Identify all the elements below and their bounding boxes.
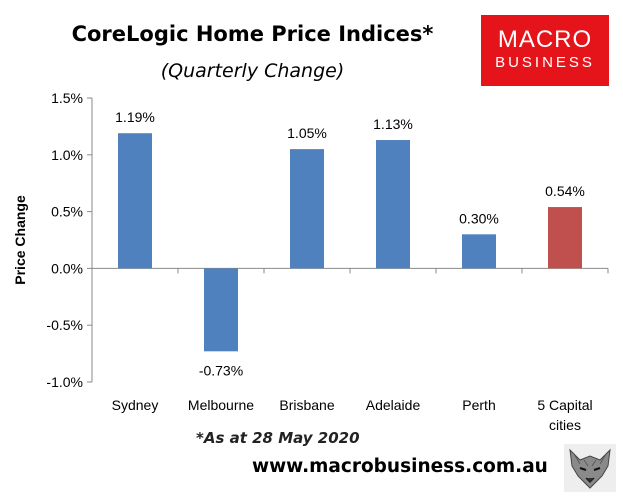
data-label: 1.19% xyxy=(115,109,155,125)
category-label: 5 Capital cities xyxy=(537,397,592,433)
y-axis-title: Price Change xyxy=(12,195,28,285)
data-label: 0.54% xyxy=(545,183,585,199)
category-label: Perth xyxy=(462,397,495,413)
bar-perth xyxy=(462,234,496,269)
bar-adelaide xyxy=(376,140,410,269)
data-label: -0.73% xyxy=(199,362,243,378)
logo-line-1: MACRO xyxy=(497,26,593,53)
chart-subtitle: (Quarterly Change) xyxy=(160,60,345,82)
category-label: Sydney xyxy=(112,397,159,413)
y-tick-label: -1.0% xyxy=(46,374,83,390)
bar-sydney xyxy=(118,133,152,269)
y-tick-label: 0.0% xyxy=(51,260,83,276)
bar-5-capital-cities xyxy=(548,207,582,269)
data-label: 0.30% xyxy=(459,210,499,226)
category-label: Brisbane xyxy=(279,397,334,413)
category-label: Melbourne xyxy=(188,397,254,413)
category-label: Adelaide xyxy=(366,397,421,413)
bar-brisbane xyxy=(290,149,324,269)
chart-title: CoreLogic Home Price Indices* xyxy=(71,22,434,46)
y-tick-label: 1.5% xyxy=(51,90,83,106)
y-tick-label: 1.0% xyxy=(51,147,83,163)
macrobusiness-logo: MACRO BUSINESS xyxy=(481,15,609,86)
data-label: 1.13% xyxy=(373,116,413,132)
data-label: 1.05% xyxy=(287,125,327,141)
website-url: www.macrobusiness.com.au xyxy=(252,456,548,477)
logo-line-2: BUSINESS xyxy=(495,54,595,71)
date-note: *As at 28 May 2020 xyxy=(196,429,360,447)
bar-melbourne xyxy=(204,268,238,352)
y-tick-label: -0.5% xyxy=(46,317,83,333)
wolf-head-icon xyxy=(564,444,616,492)
y-tick-label: 0.5% xyxy=(51,204,83,220)
